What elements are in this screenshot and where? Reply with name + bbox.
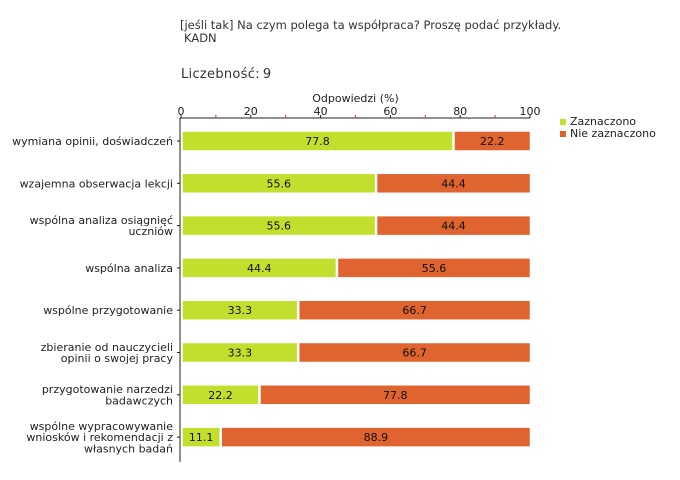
category-label: badawczych <box>105 394 173 407</box>
category-label: wspólne przygotowanie <box>43 304 173 317</box>
bar-nie-zaznaczono <box>376 173 531 194</box>
bar-zaznaczono <box>182 131 453 151</box>
category-label: przygotowanie narzedzi <box>42 383 173 396</box>
data-label: 22.2 <box>480 135 505 148</box>
data-label: 66.7 <box>402 347 427 360</box>
legend-swatch-0 <box>560 119 566 125</box>
bar-zaznaczono <box>182 173 376 194</box>
bar-nie-zaznaczono <box>221 427 531 447</box>
bar-nie-zaznaczono <box>298 342 531 363</box>
question-text: [jeśli tak] Na czym polega ta współpraca… <box>180 18 562 32</box>
bar-nie-zaznaczono <box>337 258 531 278</box>
x-tick-label-80: 80 <box>453 105 467 118</box>
x-tick-label-0: 0 <box>178 105 185 118</box>
data-label: 55.6 <box>422 262 447 275</box>
data-label: 66.7 <box>402 304 427 317</box>
x-tick-label-40: 40 <box>314 105 328 118</box>
bar-nie-zaznaczono <box>298 300 531 320</box>
bar-zaznaczono <box>182 427 220 447</box>
x-tick-label-20: 20 <box>244 105 258 118</box>
legend-label: Nie zaznaczono <box>570 127 656 140</box>
category-label: wspólne wypracowywanie <box>30 420 174 433</box>
category-label: wymiana opinii, doświadczeń <box>12 135 173 148</box>
category-label: wzajemna obserwacja lekcji <box>20 177 173 190</box>
data-label: 44.4 <box>441 177 466 190</box>
bar-zaznaczono <box>182 300 298 320</box>
data-label: 33.3 <box>228 304 253 317</box>
legend-label: Zaznaczono <box>570 115 636 128</box>
x-tick-label-100: 100 <box>520 105 541 118</box>
data-label: 11.1 <box>189 431 214 444</box>
sample-size-value: 9 <box>262 67 272 82</box>
category-label: wspólna analiza <box>85 262 173 275</box>
x-tick-label-60: 60 <box>383 105 397 118</box>
category-label: opinii o swojej pracy <box>61 352 174 365</box>
data-label: 55.6 <box>267 220 292 233</box>
category-label: zbieranie od nauczycieli <box>41 341 173 354</box>
bar-zaznaczono <box>182 258 337 278</box>
data-label: 44.4 <box>247 262 272 275</box>
x-axis-title: Odpowiedzi (%) <box>312 92 399 105</box>
category-label: wniosków i rekomendacji z <box>26 431 173 444</box>
bar-nie-zaznaczono <box>376 215 531 236</box>
data-label: 22.2 <box>208 389 233 402</box>
data-label: 77.8 <box>383 389 408 402</box>
data-label: 33.3 <box>228 347 253 360</box>
bar-zaznaczono <box>182 215 376 236</box>
data-label: 55.6 <box>267 177 292 190</box>
sample-size-label: Liczebność: <box>181 67 260 82</box>
category-label: własnych badań <box>84 442 173 455</box>
category-label: uczniów <box>128 225 173 238</box>
data-label: 77.8 <box>305 135 330 148</box>
chart-title: [jeśli tak] Na czym polega ta współpraca… <box>180 19 561 45</box>
sample-size: Liczebność: 9 <box>181 67 271 82</box>
category-label: wspólna analiza osiągnięć <box>30 214 173 227</box>
data-label: 88.9 <box>364 431 389 444</box>
question-code: KADN <box>184 31 217 45</box>
bar-nie-zaznaczono <box>454 131 531 151</box>
legend-swatch-1 <box>560 131 566 137</box>
bar-zaznaczono <box>182 385 259 405</box>
data-label: 44.4 <box>441 220 466 233</box>
bar-zaznaczono <box>182 342 298 363</box>
bar-nie-zaznaczono <box>260 385 531 405</box>
